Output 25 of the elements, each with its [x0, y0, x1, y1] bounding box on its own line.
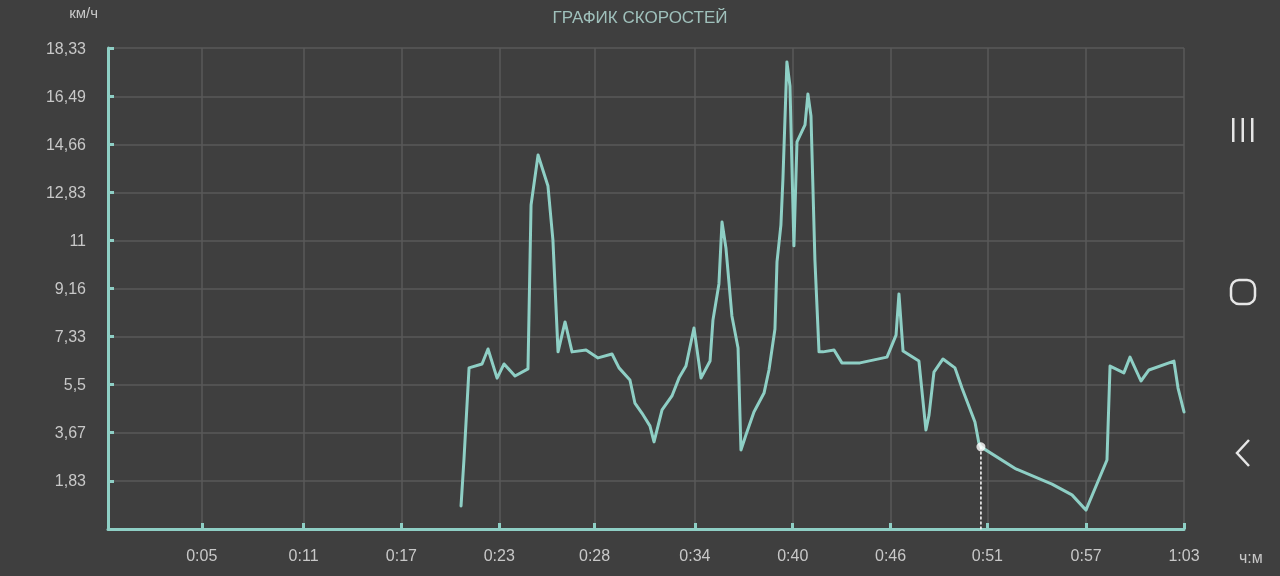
y-tick-label: 7,33 [54, 328, 87, 346]
y-tick-label: 5,5 [63, 376, 87, 394]
x-tick-label: 0:46 [875, 546, 907, 564]
x-tick-label: 0:40 [777, 546, 809, 564]
x-tick-label: 0:23 [483, 546, 515, 564]
x-tick-label: 0:17 [385, 546, 418, 564]
x-tick-label: 1:03 [1168, 546, 1200, 564]
y-tick-label: 3,67 [54, 424, 87, 442]
y-tick-label: 16,49 [45, 87, 87, 105]
y-tick-label: 11 [69, 231, 87, 249]
x-tick-label: 0:57 [1070, 546, 1102, 564]
x-tick-label: 0:05 [186, 546, 218, 564]
y-tick-label: 18,33 [45, 39, 87, 57]
chart-title: ГРАФИК СКОРОСТЕЙ [552, 8, 728, 27]
y-tick-label: 9,16 [54, 280, 87, 298]
y-tick-label: 12,83 [45, 183, 87, 201]
x-tick-label: 0:51 [971, 546, 1004, 564]
x-axis-title: ч:м [1239, 548, 1263, 566]
y-tick-label: 14,66 [45, 135, 87, 153]
line-series [459, 60, 1186, 512]
x-tick-label: 0:28 [579, 546, 611, 564]
x-tick-label: 0:34 [679, 546, 711, 564]
y-axis-title: км/ч [69, 4, 98, 21]
y-tick-label: 1,83 [54, 472, 87, 490]
x-tick-label: 0:11 [288, 546, 319, 564]
